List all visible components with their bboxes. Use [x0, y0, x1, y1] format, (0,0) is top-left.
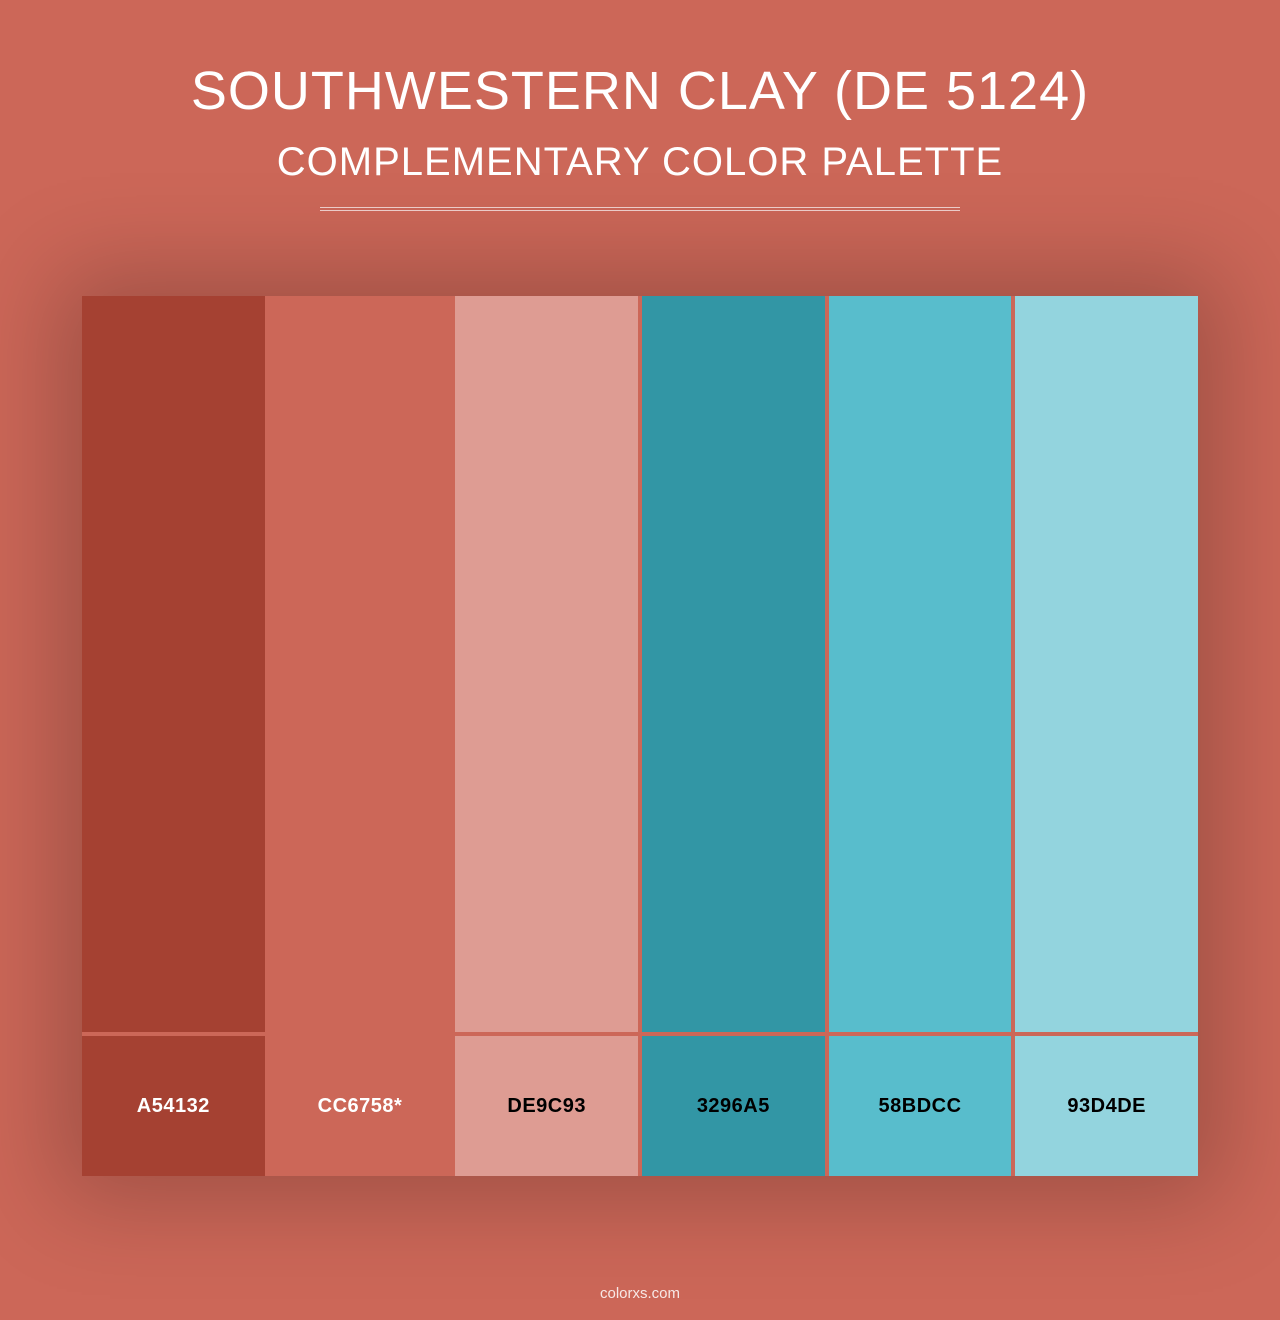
color-swatch: [269, 296, 452, 1032]
color-hex-label: 93D4DE: [1015, 1036, 1198, 1176]
color-swatch: [1015, 296, 1198, 1032]
palette-header: SOUTHWESTERN CLAY (DE 5124) COMPLEMENTAR…: [0, 0, 1280, 211]
color-swatch: [829, 296, 1012, 1032]
color-swatch: [642, 296, 825, 1032]
color-hex-label: 58BDCC: [829, 1036, 1012, 1176]
color-swatch: [455, 296, 638, 1032]
footer-credit: colorxs.com: [0, 1285, 1280, 1302]
color-hex-label: DE9C93: [455, 1036, 638, 1176]
palette-container: A54132 CC6758* DE9C93 3296A5 58BDCC 93D4…: [82, 296, 1198, 1176]
header-divider: [320, 207, 960, 211]
color-hex-label: 3296A5: [642, 1036, 825, 1176]
palette-subtitle: COMPLEMENTARY COLOR PALETTE: [0, 140, 1280, 185]
palette-title: SOUTHWESTERN CLAY (DE 5124): [0, 60, 1280, 122]
label-row: A54132 CC6758* DE9C93 3296A5 58BDCC 93D4…: [82, 1036, 1198, 1176]
color-hex-label: A54132: [82, 1036, 265, 1176]
color-swatch: [82, 296, 265, 1032]
swatch-row: [82, 296, 1198, 1032]
color-hex-label: CC6758*: [269, 1036, 452, 1176]
